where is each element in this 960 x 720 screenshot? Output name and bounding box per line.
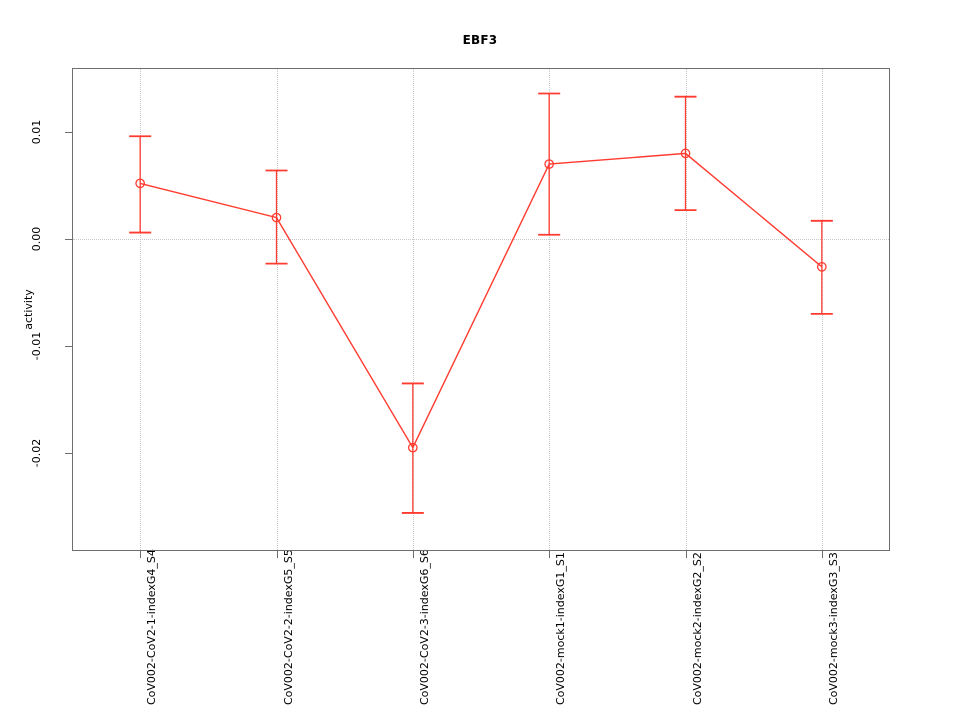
y-axis-tick-label: 0.01 [30,119,43,145]
plot-grid-layer [73,69,889,550]
vertical-gridline [821,69,823,550]
x-axis-tick-label: CoV002-mock2-indexG2_S2 [690,552,704,705]
x-axis-tick-label: CoV002-CoV2-2-indexG5_S5 [281,549,295,705]
x-axis-tick-label: CoV002-CoV2-3-indexG6_S6 [417,549,431,705]
x-axis-tick-label: CoV002-CoV2-1-indexG4_S4 [145,549,159,705]
y-axis-tick-label: 0.00 [30,226,43,252]
x-axis-tick-mark [821,551,823,558]
x-axis-tick-mark [276,551,278,558]
chart-title: EBF3 [462,33,498,47]
y-axis-tick-mark [65,239,72,240]
plot-area [72,68,890,551]
vertical-gridline [549,69,551,550]
vertical-gridline [412,69,414,550]
x-axis-tick-label: CoV002-mock1-indexG1_S1 [554,552,568,705]
y-axis-tick-label: -0.01 [30,331,43,361]
x-axis-tick-mark [412,551,414,558]
x-axis-tick-mark [549,551,551,558]
vertical-gridline [276,69,278,550]
zero-gridline [73,239,889,240]
x-axis-tick-mark [685,551,687,558]
y-axis-tick-mark [65,346,72,347]
x-axis-tick-label: CoV002-mock3-indexG3_S3 [826,552,840,705]
vertical-gridline [140,69,142,550]
y-axis-tick-mark [65,453,72,454]
vertical-gridline [685,69,687,550]
y-axis-tick-mark [65,132,72,133]
x-axis-tick-mark [140,551,142,558]
y-axis-tick-label: -0.02 [30,438,43,468]
